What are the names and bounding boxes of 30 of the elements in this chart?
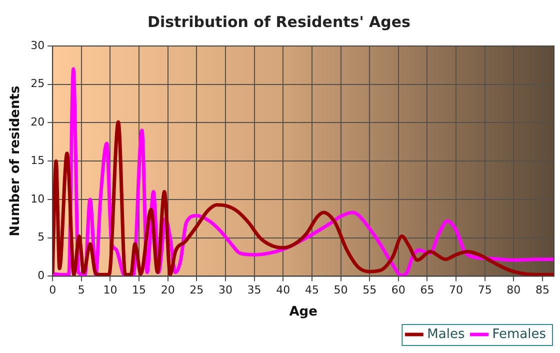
y-tick-label: 5 [38,230,45,244]
x-tick-label: 65 [420,284,434,297]
x-tick-label: 10 [103,284,118,297]
x-tick-label: 60 [391,284,406,297]
x-tick-label: 85 [535,284,550,297]
x-axis-title: Age [289,304,318,320]
x-tick-label: 70 [449,284,464,297]
x-tick-label: 45 [304,284,319,297]
x-tick-label: 50 [334,284,348,297]
legend-label: Males [427,326,465,342]
x-tick-label: 75 [478,284,492,297]
y-tick-label: 10 [30,192,45,206]
x-tick-label: 35 [247,284,262,297]
x-tick-label: 80 [506,284,521,297]
y-tick-label: 15 [30,154,45,167]
x-tick-label: 15 [132,284,146,297]
y-tick-label: 0 [38,269,45,282]
y-tick-label: 20 [30,116,45,129]
chart-title: Distribution of Residents' Ages [148,12,411,31]
y-axis-title: Number of residents [8,86,24,236]
x-tick-label: 20 [160,284,175,297]
y-tick-label: 30 [30,38,45,52]
y-tick-label: 25 [30,77,45,90]
x-tick-label: 0 [49,284,56,297]
x-tick-label: 30 [218,284,232,297]
x-tick-label: 40 [276,284,290,297]
legend-label: Females [492,326,546,342]
x-tick-label: 25 [190,284,204,297]
x-tick-label: 55 [362,284,377,297]
x-tick-label: 5 [78,284,85,297]
